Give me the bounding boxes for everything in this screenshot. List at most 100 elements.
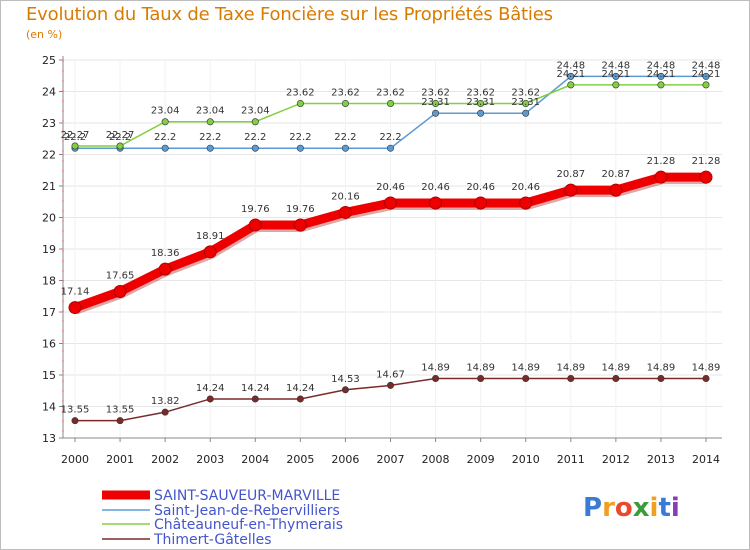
chart-ylabel: (en %)	[26, 28, 63, 41]
point-thimert-gatelles-2005	[296, 395, 304, 403]
point-saint-jean-de-rebervilliers-2009	[477, 109, 485, 117]
point-thimert-gatelles-2000	[71, 417, 79, 425]
point-thimert-gatelles-2004	[251, 395, 259, 403]
point-saint-sauveur-marville-2007	[384, 196, 397, 210]
point-saint-jean-de-rebervilliers-2003	[206, 144, 214, 152]
data-label-saint-sauveur-marville-2010: 20.46	[511, 182, 540, 193]
ytick-label-19: 19	[42, 243, 56, 256]
data-label-saint-sauveur-marville-2014: 21.28	[692, 156, 721, 167]
xtick-label-2006: 2006	[331, 453, 359, 466]
point-saint-sauveur-marville-2010	[519, 196, 533, 210]
data-label-saint-sauveur-marville-2007: 20.46	[376, 182, 405, 193]
point-saint-sauveur-marville-2000	[68, 301, 82, 315]
point-chateauneuf-en-thymerais-2011	[567, 81, 575, 89]
ytick-label-14: 14	[42, 401, 56, 414]
point-thimert-gatelles-2014	[702, 374, 710, 382]
data-label-thimert-gatelles-2007: 14.67	[376, 369, 405, 380]
data-labels: 22.2 22.2 22.2 22.2 22.2 22.2 22.2 22.223.31 23.…	[61, 60, 721, 415]
point-thimert-gatelles-2003	[206, 395, 214, 403]
data-label-chateauneuf-en-thymerais-2004: 23.04	[241, 106, 270, 117]
data-label-saint-jean-de-rebervilliers-2004: 22.2	[244, 132, 266, 143]
point-chateauneuf-en-thymerais-2000	[71, 142, 79, 150]
data-label-thimert-gatelles-2004: 14.24	[241, 383, 270, 394]
data-label-thimert-gatelles-2011: 14.89	[556, 362, 585, 373]
data-label-saint-sauveur-marville-2011: 20.87	[556, 169, 585, 180]
xtick-label-2004: 2004	[241, 453, 269, 466]
logo-letter-t: t	[658, 493, 670, 523]
point-saint-jean-de-rebervilliers-2010	[522, 109, 530, 117]
data-label-saint-sauveur-marville-2000: 17.14	[61, 287, 90, 298]
data-label-saint-sauveur-marville-2001: 17.65	[106, 271, 135, 282]
data-label-saint-sauveur-marville-2006: 20.16	[331, 191, 360, 202]
data-label-thimert-gatelles-2012: 14.89	[602, 362, 631, 373]
logo-letter-p: P	[583, 493, 602, 523]
point-saint-jean-de-rebervilliers-2014	[702, 72, 710, 80]
xtick-label-2007: 2007	[377, 453, 405, 466]
point-thimert-gatelles-2012	[612, 374, 620, 382]
data-label-chateauneuf-en-thymerais-2003: 23.04	[196, 106, 225, 117]
data-label-chateauneuf-en-thymerais-2012: 24.21	[602, 69, 631, 80]
point-saint-sauveur-marville-2008	[429, 196, 443, 210]
point-chateauneuf-en-thymerais-2004	[251, 118, 259, 126]
xtick-label-2003: 2003	[196, 453, 224, 466]
xtick-label-2013: 2013	[647, 453, 675, 466]
xtick-label-2000: 2000	[61, 453, 89, 466]
data-label-chateauneuf-en-thymerais-2010: 23.62	[511, 87, 540, 98]
point-saint-sauveur-marville-2001	[113, 285, 127, 299]
ytick-label-13: 13	[42, 432, 56, 445]
point-chateauneuf-en-thymerais-2002	[161, 118, 169, 126]
data-label-saint-sauveur-marville-2002: 18.36	[151, 248, 180, 259]
point-saint-jean-de-rebervilliers-2012	[612, 72, 620, 80]
point-chateauneuf-en-thymerais-2008	[432, 99, 440, 107]
point-chateauneuf-en-thymerais-2006	[341, 99, 349, 107]
point-saint-jean-de-rebervilliers-2004	[251, 144, 259, 152]
data-label-chateauneuf-en-thymerais-2009: 23.62	[466, 87, 495, 98]
xtick-label-2014: 2014	[692, 453, 720, 466]
point-saint-jean-de-rebervilliers-2011	[567, 72, 575, 80]
point-chateauneuf-en-thymerais-2003	[206, 118, 214, 126]
ytick-label-18: 18	[42, 275, 56, 288]
point-saint-jean-de-rebervilliers-2013	[657, 72, 665, 80]
data-label-chateauneuf-en-thymerais-2008: 23.62	[421, 87, 450, 98]
legend-label-saint-jean-de-rebervilliers: Saint-Jean-de-Rebervilliers	[154, 503, 340, 519]
data-label-saint-sauveur-marville-2004: 19.76	[241, 204, 270, 215]
ytick-label-23: 23	[42, 117, 56, 130]
point-thimert-gatelles-2001	[116, 417, 124, 425]
data-label-thimert-gatelles-2003: 14.24	[196, 383, 225, 394]
chart-title: Evolution du Taux de Taxe Foncière sur l…	[26, 4, 553, 25]
data-label-saint-sauveur-marville-2005: 19.76	[286, 204, 315, 215]
data-label-saint-jean-de-rebervilliers-2010: 23.31	[511, 97, 540, 108]
point-saint-sauveur-marville-2009	[474, 196, 488, 210]
point-chateauneuf-en-thymerais-2007	[386, 99, 394, 107]
series-thimert-gatelles	[71, 374, 710, 425]
data-label-saint-jean-de-rebervilliers-2012: 24.48	[602, 60, 631, 71]
ytick-label-21: 21	[42, 180, 56, 193]
point-saint-sauveur-marville-2003	[203, 245, 217, 259]
data-label-thimert-gatelles-2000: 13.55	[61, 405, 90, 416]
data-label-saint-jean-de-rebervilliers-2005: 22.2	[289, 132, 311, 143]
point-saint-sauveur-marville-2005	[293, 218, 307, 232]
xtick-label-2010: 2010	[512, 453, 540, 466]
point-saint-sauveur-marville-2004	[248, 218, 262, 232]
legend: SAINT-SAUVEUR-MARVILLESaint-Jean-de-Rebe…	[102, 488, 343, 548]
data-label-thimert-gatelles-2005: 14.24	[286, 383, 315, 394]
point-saint-sauveur-marville-2013	[654, 170, 668, 184]
data-label-saint-jean-de-rebervilliers-2001: 22.2	[109, 132, 131, 143]
point-thimert-gatelles-2007	[386, 381, 394, 389]
point-saint-sauveur-marville-2014	[699, 170, 713, 184]
data-label-saint-jean-de-rebervilliers-2007: 22.2	[379, 132, 401, 143]
legend-label-thimert-gatelles: Thimert-Gâtelles	[153, 532, 272, 548]
point-saint-jean-de-rebervilliers-2006	[341, 144, 349, 152]
data-label-thimert-gatelles-2002: 13.82	[151, 396, 180, 407]
data-label-chateauneuf-en-thymerais-2006: 23.62	[331, 87, 360, 98]
xtick-label-2012: 2012	[602, 453, 630, 466]
point-thimert-gatelles-2002	[161, 408, 169, 416]
data-label-thimert-gatelles-2010: 14.89	[511, 362, 540, 373]
logo-letter-r: r	[602, 493, 615, 523]
legend-label-saint-sauveur-marville: SAINT-SAUVEUR-MARVILLE	[154, 488, 340, 504]
data-label-saint-jean-de-rebervilliers-2014: 24.48	[692, 60, 721, 71]
point-saint-sauveur-marville-2011	[564, 183, 578, 197]
data-label-thimert-gatelles-2008: 14.89	[421, 362, 450, 373]
data-label-chateauneuf-en-thymerais-2014: 24.21	[692, 69, 721, 80]
point-chateauneuf-en-thymerais-2001	[116, 142, 124, 150]
